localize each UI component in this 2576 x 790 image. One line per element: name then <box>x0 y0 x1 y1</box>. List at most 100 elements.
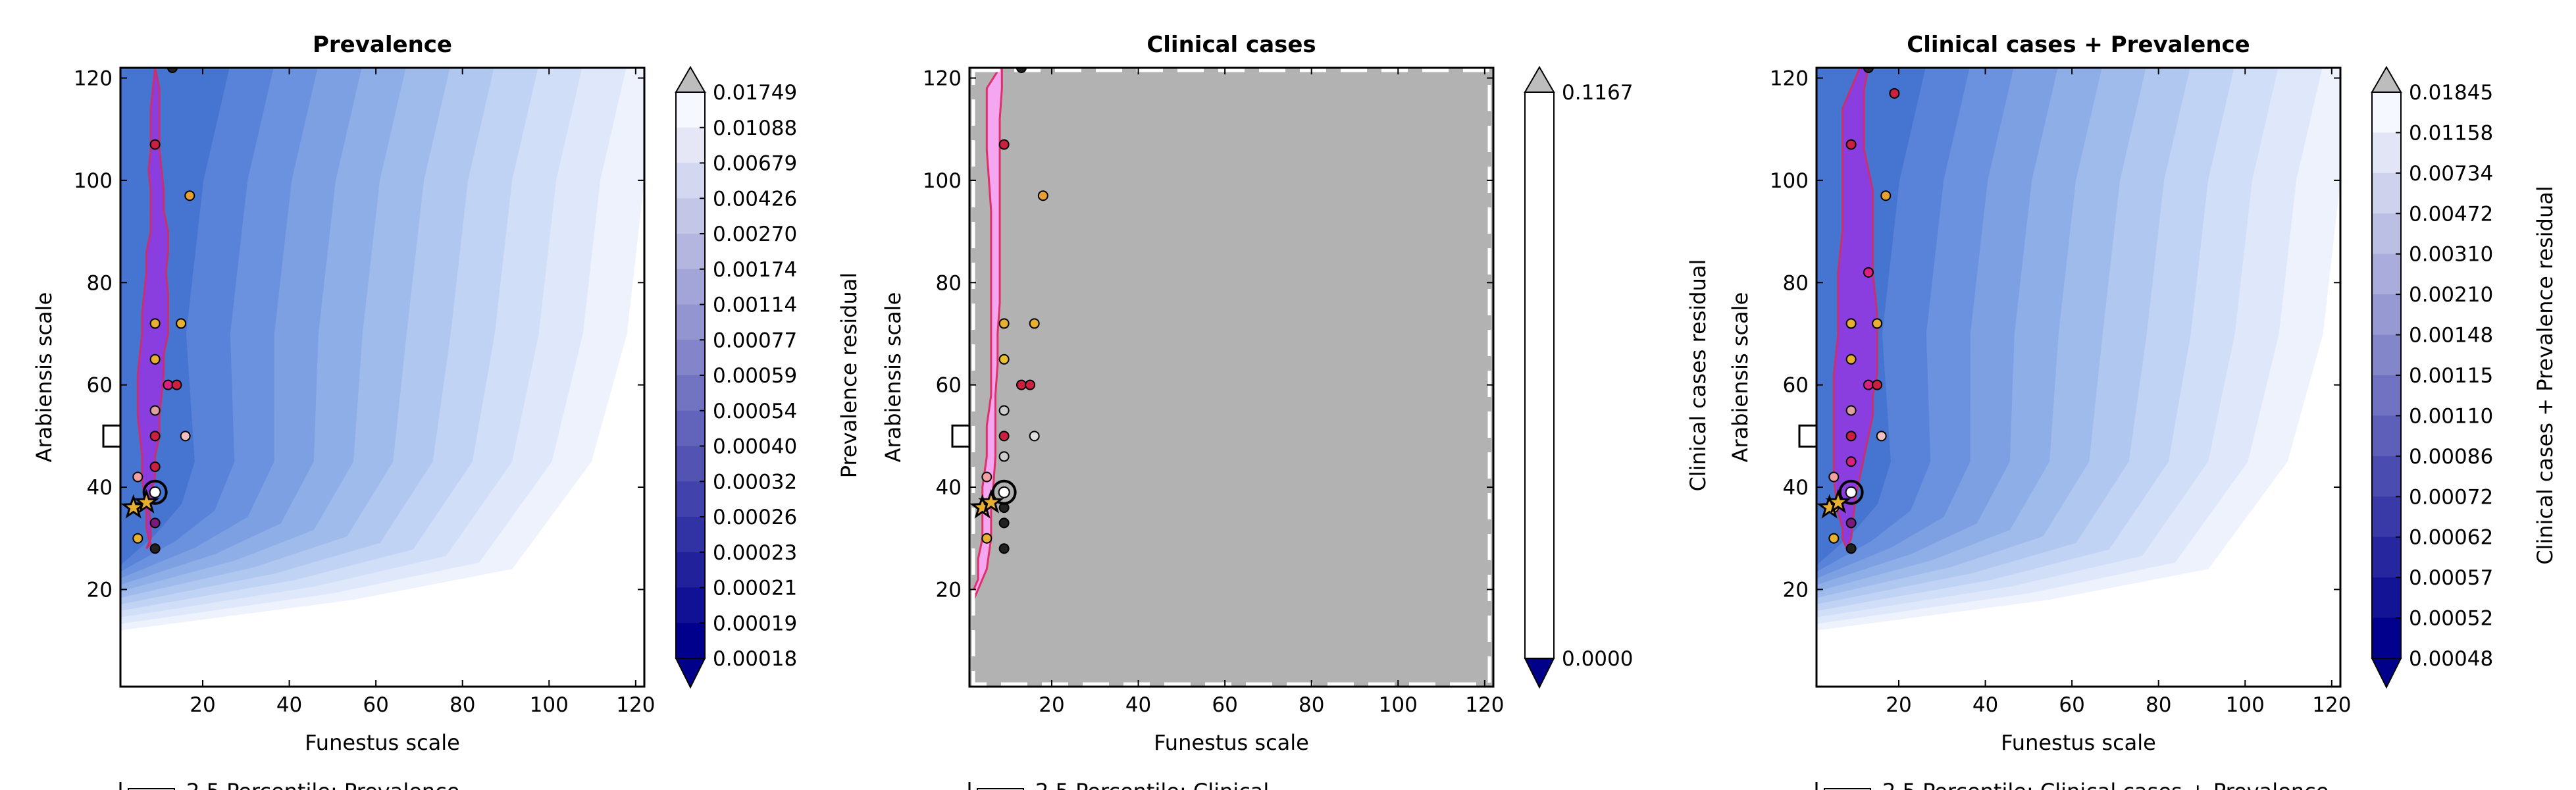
colorbar-tick-label: 0.00059 <box>713 364 797 388</box>
target-marker <box>142 479 168 505</box>
chart-title: Clinical cases + Prevalence <box>1907 32 2250 58</box>
colorbar-tick-label: 0.01088 <box>713 117 797 140</box>
data-point <box>1828 471 1840 483</box>
colorbar-segment <box>676 92 705 128</box>
data-point <box>176 318 187 329</box>
colorbar-top-extend <box>2371 66 2402 93</box>
colorbar-tick-label: 0.00032 <box>713 470 797 494</box>
y-tick-label: 20 <box>1783 578 1809 602</box>
percentile-region <box>973 68 1003 600</box>
y-tick-label: 120 <box>1770 67 1809 91</box>
colorbar-tick-label: 0.00054 <box>713 400 797 423</box>
colorbar-segment <box>676 517 705 553</box>
colorbar-tick-label: 0.00734 <box>2409 162 2493 186</box>
x-tick-label: 100 <box>1379 693 1418 717</box>
data-point <box>149 431 161 442</box>
data-point <box>1880 190 1892 201</box>
x-tick-label: 40 <box>276 693 302 717</box>
data-point <box>1845 405 1857 416</box>
colorbar-tick-label: 0.01749 <box>713 81 797 105</box>
background <box>969 68 1493 687</box>
colorbar-tick-label: 0.00472 <box>2409 202 2493 226</box>
colorbar: 0.1167 0.0000 Clinical cases residual <box>1524 66 1711 689</box>
data-point <box>998 517 1010 529</box>
x-tick-label: 40 <box>1972 693 1998 717</box>
y-tick-label: 20 <box>936 578 962 602</box>
data-point <box>132 533 143 544</box>
colorbar-segment <box>676 623 705 659</box>
data-point <box>981 533 992 544</box>
colorbar-segment <box>676 587 705 623</box>
colorbar-segment <box>2372 253 2401 295</box>
data-point <box>1889 88 1900 99</box>
data-point <box>149 543 161 554</box>
y-tick-label: 120 <box>74 67 113 91</box>
data-point <box>998 318 1010 329</box>
y-tick-label: 60 <box>936 374 962 398</box>
chart-title: Clinical cases <box>1146 32 1316 58</box>
colorbar-segment <box>676 198 705 234</box>
colorbar: 0.01749 0.01088 0.00679 0.00426 0.00270 0.001… <box>675 66 862 689</box>
colorbar-bottom-extend <box>1524 658 1555 689</box>
legend-label: 2.5 Percentile: Clinical cases + Prevale… <box>1882 779 2329 790</box>
x-tick-label: 80 <box>1299 693 1324 717</box>
data-point <box>149 517 161 529</box>
legend: 2.5 Percentile: Clinical cases + Prevale… <box>1815 779 2329 790</box>
colorbar-tick-label: 0.00048 <box>2409 647 2493 671</box>
x-tick-label: 40 <box>1125 693 1151 717</box>
x-tick-label: 80 <box>2146 693 2171 717</box>
data-point <box>998 451 1010 462</box>
x-tick-label: 100 <box>530 693 569 717</box>
colorbar-tick-label: 0.00310 <box>2409 243 2493 267</box>
y-axis-label: Arabiensis scale <box>881 292 906 463</box>
colorbar-tick-label: 0.00086 <box>2409 445 2493 469</box>
data-point <box>998 354 1010 365</box>
square-marker <box>1798 424 1818 448</box>
data-point <box>149 139 161 150</box>
data-point <box>1872 379 1883 390</box>
x-tick-label: 60 <box>1212 693 1237 717</box>
colorbar-tick-label: 0.00115 <box>2409 364 2493 388</box>
square-marker <box>102 424 122 448</box>
data-point <box>1876 431 1887 442</box>
colorbar-segment <box>2372 618 2401 659</box>
target-marker <box>991 479 1017 505</box>
data-point <box>1863 68 1874 73</box>
y-tick-label: 60 <box>1783 374 1809 398</box>
y-tick-label: 40 <box>87 476 113 500</box>
colorbar-label: Clinical cases + Prevalence residual <box>2533 186 2558 564</box>
legend-swatch <box>128 788 175 790</box>
data-point <box>1037 190 1048 201</box>
data-point <box>1863 267 1874 278</box>
x-tick-label: 80 <box>450 693 475 717</box>
colorbar-tick-label: 0.00114 <box>713 294 797 317</box>
x-tick-label: 20 <box>1039 693 1064 717</box>
colorbar-segment <box>676 375 705 411</box>
data-point <box>1845 543 1857 554</box>
colorbar-segment <box>676 304 705 340</box>
target-marker <box>1838 479 1864 505</box>
data-point <box>167 68 178 73</box>
x-tick-label: 120 <box>616 693 655 717</box>
colorbar-tick-label: 0.0000 <box>1562 647 1633 671</box>
star-marker <box>1825 488 1851 514</box>
y-axis-label: Arabiensis scale <box>1728 292 1753 463</box>
colorbar-tick-label: 0.00270 <box>713 223 797 246</box>
y-tick-label: 40 <box>936 476 962 500</box>
data-point <box>149 354 161 365</box>
y-tick-label: 60 <box>87 374 113 398</box>
data-point <box>981 471 992 483</box>
colorbar-segment <box>2372 92 2401 133</box>
y-axis-label: Arabiensis scale <box>32 292 57 463</box>
colorbar-segment <box>2372 537 2401 578</box>
data-point <box>180 431 191 442</box>
data-point <box>171 379 182 390</box>
star-marker <box>120 494 147 519</box>
data-point <box>1845 456 1857 467</box>
data-point <box>998 431 1010 442</box>
axes-frame <box>968 66 1495 688</box>
x-axis-label: Funestus scale <box>1154 730 1309 755</box>
data-point <box>1845 517 1857 529</box>
x-axis-label: Funestus scale <box>2001 730 2156 755</box>
colorbar-segment <box>2372 496 2401 538</box>
